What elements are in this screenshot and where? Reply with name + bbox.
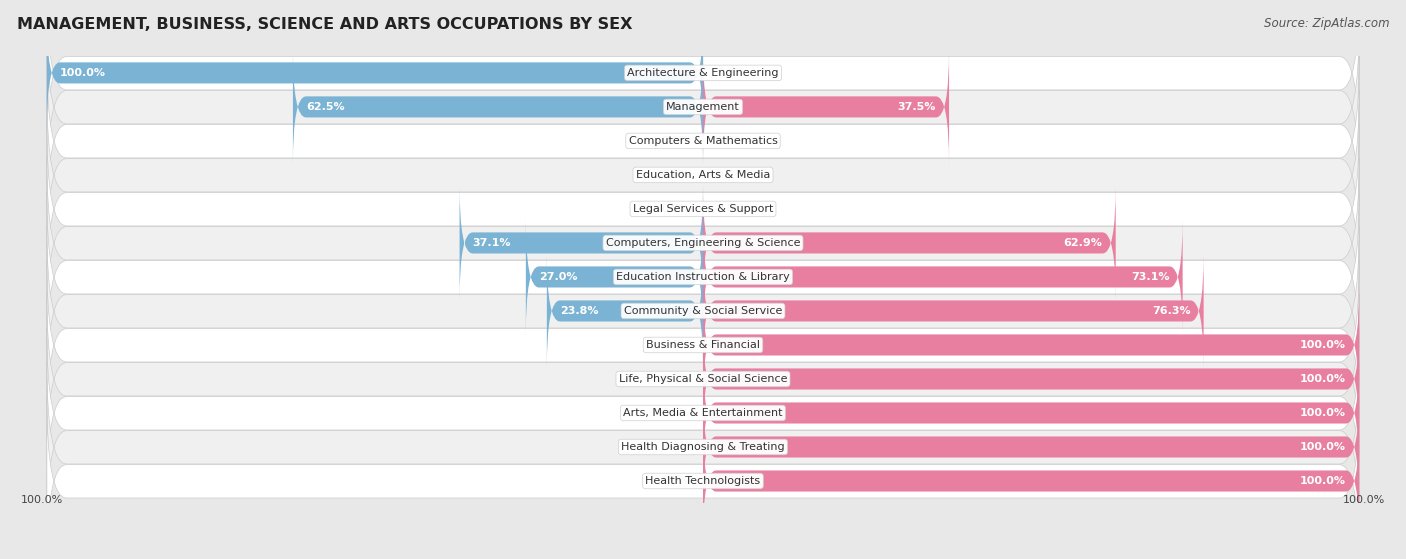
FancyBboxPatch shape bbox=[46, 16, 703, 130]
FancyBboxPatch shape bbox=[703, 287, 1360, 402]
FancyBboxPatch shape bbox=[703, 424, 1360, 538]
FancyBboxPatch shape bbox=[46, 124, 1360, 295]
Text: 62.9%: 62.9% bbox=[1064, 238, 1102, 248]
FancyBboxPatch shape bbox=[46, 362, 1360, 533]
Text: Community & Social Service: Community & Social Service bbox=[624, 306, 782, 316]
Text: 23.8%: 23.8% bbox=[560, 306, 599, 316]
Text: 0.0%: 0.0% bbox=[662, 204, 690, 214]
Text: Architecture & Engineering: Architecture & Engineering bbox=[627, 68, 779, 78]
FancyBboxPatch shape bbox=[703, 253, 1204, 368]
FancyBboxPatch shape bbox=[46, 158, 1360, 329]
FancyBboxPatch shape bbox=[46, 328, 1360, 499]
Text: 0.0%: 0.0% bbox=[716, 204, 744, 214]
Text: 0.0%: 0.0% bbox=[716, 68, 744, 78]
Text: 0.0%: 0.0% bbox=[662, 340, 690, 350]
Text: 0.0%: 0.0% bbox=[662, 476, 690, 486]
FancyBboxPatch shape bbox=[46, 260, 1360, 430]
FancyBboxPatch shape bbox=[460, 186, 703, 300]
Text: 100.0%: 100.0% bbox=[1301, 442, 1346, 452]
FancyBboxPatch shape bbox=[703, 356, 1360, 471]
FancyBboxPatch shape bbox=[547, 253, 703, 368]
Text: 27.0%: 27.0% bbox=[538, 272, 578, 282]
Text: Business & Financial: Business & Financial bbox=[645, 340, 761, 350]
Text: 100.0%: 100.0% bbox=[1301, 408, 1346, 418]
Text: Legal Services & Support: Legal Services & Support bbox=[633, 204, 773, 214]
Text: 0.0%: 0.0% bbox=[662, 170, 690, 180]
FancyBboxPatch shape bbox=[46, 0, 1360, 159]
FancyBboxPatch shape bbox=[703, 186, 1116, 300]
Text: 100.0%: 100.0% bbox=[1301, 374, 1346, 384]
Text: 100.0%: 100.0% bbox=[1301, 340, 1346, 350]
Text: Arts, Media & Entertainment: Arts, Media & Entertainment bbox=[623, 408, 783, 418]
Text: Computers, Engineering & Science: Computers, Engineering & Science bbox=[606, 238, 800, 248]
Text: 0.0%: 0.0% bbox=[716, 136, 744, 146]
FancyBboxPatch shape bbox=[703, 220, 1182, 334]
FancyBboxPatch shape bbox=[46, 192, 1360, 363]
FancyBboxPatch shape bbox=[46, 90, 1360, 260]
Text: 0.0%: 0.0% bbox=[662, 374, 690, 384]
Text: Health Technologists: Health Technologists bbox=[645, 476, 761, 486]
Text: Management: Management bbox=[666, 102, 740, 112]
FancyBboxPatch shape bbox=[703, 321, 1360, 437]
FancyBboxPatch shape bbox=[46, 294, 1360, 465]
Text: 0.0%: 0.0% bbox=[716, 170, 744, 180]
Text: 0.0%: 0.0% bbox=[662, 408, 690, 418]
Text: 37.1%: 37.1% bbox=[472, 238, 512, 248]
FancyBboxPatch shape bbox=[292, 49, 703, 164]
Text: Computers & Mathematics: Computers & Mathematics bbox=[628, 136, 778, 146]
FancyBboxPatch shape bbox=[46, 56, 1360, 226]
Text: 37.5%: 37.5% bbox=[897, 102, 936, 112]
Text: 62.5%: 62.5% bbox=[307, 102, 344, 112]
Text: 100.0%: 100.0% bbox=[21, 495, 63, 505]
Text: 76.3%: 76.3% bbox=[1152, 306, 1191, 316]
Text: MANAGEMENT, BUSINESS, SCIENCE AND ARTS OCCUPATIONS BY SEX: MANAGEMENT, BUSINESS, SCIENCE AND ARTS O… bbox=[17, 17, 633, 32]
Text: 100.0%: 100.0% bbox=[60, 68, 105, 78]
FancyBboxPatch shape bbox=[703, 390, 1360, 504]
Text: 0.0%: 0.0% bbox=[662, 442, 690, 452]
Text: 100.0%: 100.0% bbox=[1301, 476, 1346, 486]
FancyBboxPatch shape bbox=[46, 22, 1360, 193]
FancyBboxPatch shape bbox=[46, 396, 1360, 559]
FancyBboxPatch shape bbox=[703, 49, 949, 164]
Text: Source: ZipAtlas.com: Source: ZipAtlas.com bbox=[1264, 17, 1389, 30]
Text: 100.0%: 100.0% bbox=[1343, 495, 1385, 505]
FancyBboxPatch shape bbox=[526, 220, 703, 334]
Text: 73.1%: 73.1% bbox=[1130, 272, 1170, 282]
Text: Education Instruction & Library: Education Instruction & Library bbox=[616, 272, 790, 282]
Text: Education, Arts & Media: Education, Arts & Media bbox=[636, 170, 770, 180]
Text: Health Diagnosing & Treating: Health Diagnosing & Treating bbox=[621, 442, 785, 452]
FancyBboxPatch shape bbox=[46, 226, 1360, 397]
Text: 0.0%: 0.0% bbox=[662, 136, 690, 146]
Text: Life, Physical & Social Science: Life, Physical & Social Science bbox=[619, 374, 787, 384]
